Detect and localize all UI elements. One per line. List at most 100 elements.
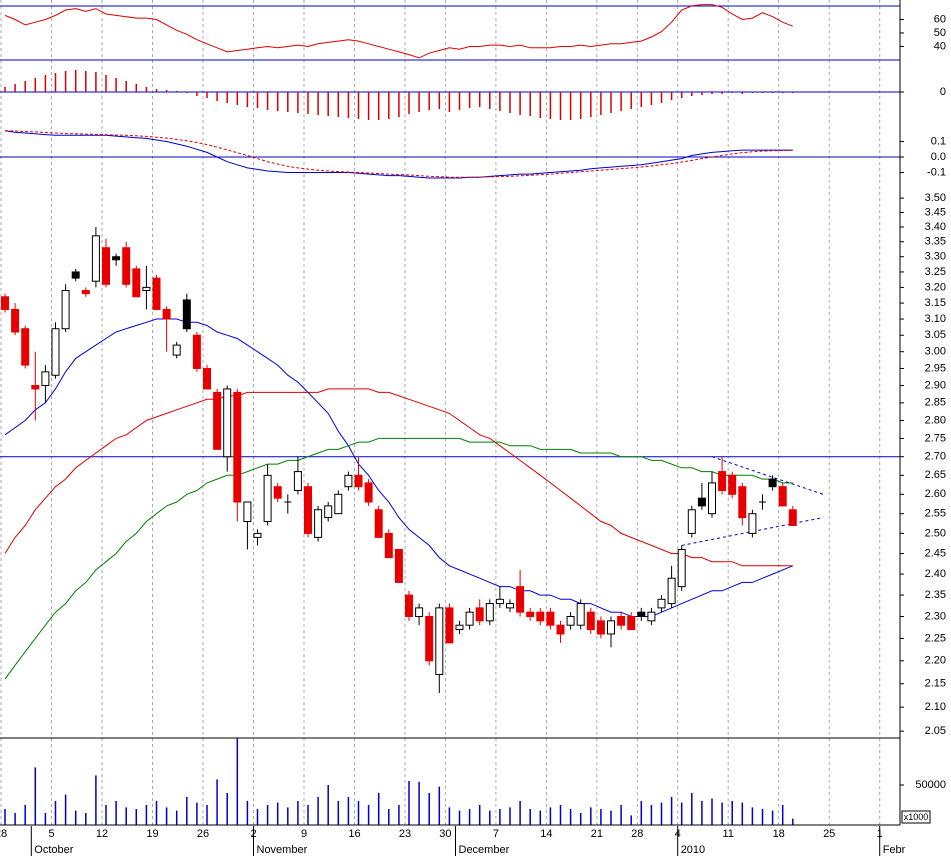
bar [377, 92, 380, 120]
bar [509, 92, 511, 113]
bar [24, 805, 26, 825]
bar [539, 92, 542, 118]
bar [761, 92, 764, 93]
bar [327, 92, 329, 116]
bar [236, 92, 239, 105]
bar [226, 793, 228, 825]
bar [509, 807, 511, 825]
bar [549, 92, 552, 119]
bar [186, 92, 188, 93]
y-tick-label: 2.65 [925, 469, 946, 481]
y-tick-label: 3.05 [925, 329, 946, 341]
y-tick-label: 3.25 [925, 266, 946, 278]
candle-body [142, 286, 151, 292]
bar [731, 92, 733, 93]
bar [418, 92, 420, 112]
bar [408, 781, 410, 825]
y-tick-label: 3.40 [925, 221, 946, 233]
candle-body [536, 611, 545, 622]
candle-body [354, 474, 363, 488]
candle-body [748, 513, 757, 534]
bar [196, 802, 198, 825]
x-tick-label: 11 [722, 828, 733, 840]
candle-body [132, 268, 141, 298]
y-tick-label: 2.30 [925, 610, 946, 622]
candle-body [637, 611, 646, 617]
candle-body [314, 509, 323, 538]
bar [105, 805, 107, 825]
bar [4, 87, 6, 92]
candle-body [566, 615, 575, 626]
bar [64, 71, 67, 92]
trendline [711, 456, 824, 495]
bar [246, 92, 249, 107]
bar [569, 809, 572, 825]
y-tick-label: 2.55 [925, 508, 946, 520]
bar [74, 70, 77, 92]
y-tick-label: 2.40 [925, 568, 946, 580]
bar [115, 801, 117, 825]
bar [196, 92, 198, 96]
moving-average [4, 437, 793, 680]
candle-body [152, 277, 161, 310]
candle-body [607, 620, 615, 635]
bar [276, 802, 279, 825]
bar [721, 802, 723, 825]
moving-average [4, 318, 793, 617]
candle-body [687, 509, 696, 534]
bar [418, 781, 420, 825]
candle-body [364, 482, 373, 503]
bar [256, 809, 259, 825]
bar [24, 81, 26, 92]
bar [428, 793, 430, 825]
candle-body [627, 615, 636, 631]
candle-body [647, 611, 656, 622]
y-tick-label: 0.1 [931, 135, 946, 147]
bar [115, 78, 117, 92]
bar [266, 805, 269, 825]
bar [691, 92, 693, 96]
candle-body [182, 299, 191, 330]
x-tick-label: 30 [439, 828, 451, 840]
bar [317, 797, 319, 825]
x-tick-label: 28 [631, 828, 643, 840]
candle-body [556, 624, 565, 635]
candle-body [304, 486, 312, 534]
bar [14, 813, 16, 825]
y-tick-label: 2.95 [925, 362, 946, 374]
bar [650, 92, 653, 105]
bar [771, 92, 774, 93]
bar [640, 92, 643, 107]
candle-body [293, 471, 302, 491]
y-tick-label: 40 [934, 40, 946, 52]
candle-body [344, 474, 353, 488]
bar [125, 807, 127, 825]
bar [630, 92, 632, 109]
bar [559, 92, 562, 120]
bar [741, 802, 744, 825]
bar [448, 807, 451, 825]
bar [287, 92, 289, 112]
bar [519, 801, 521, 825]
candle-body [102, 247, 110, 285]
bar [489, 92, 491, 109]
bar [579, 92, 582, 119]
candle-body [21, 328, 30, 366]
bar [559, 805, 562, 825]
bar [761, 809, 764, 825]
y-tick-label: 2.35 [925, 589, 946, 601]
bar [701, 801, 703, 825]
candle-body [596, 620, 605, 635]
x-tick-label: 14 [540, 828, 552, 840]
bar [266, 92, 269, 110]
bar [125, 81, 127, 92]
y-tick-label: 60 [934, 13, 946, 25]
bar [206, 805, 208, 825]
x-tick-label: 26 [197, 828, 209, 840]
bar [175, 810, 178, 825]
bar [478, 92, 481, 107]
y-tick-label: 3.15 [925, 297, 946, 309]
y-tick-label: 3.50 [925, 192, 946, 204]
